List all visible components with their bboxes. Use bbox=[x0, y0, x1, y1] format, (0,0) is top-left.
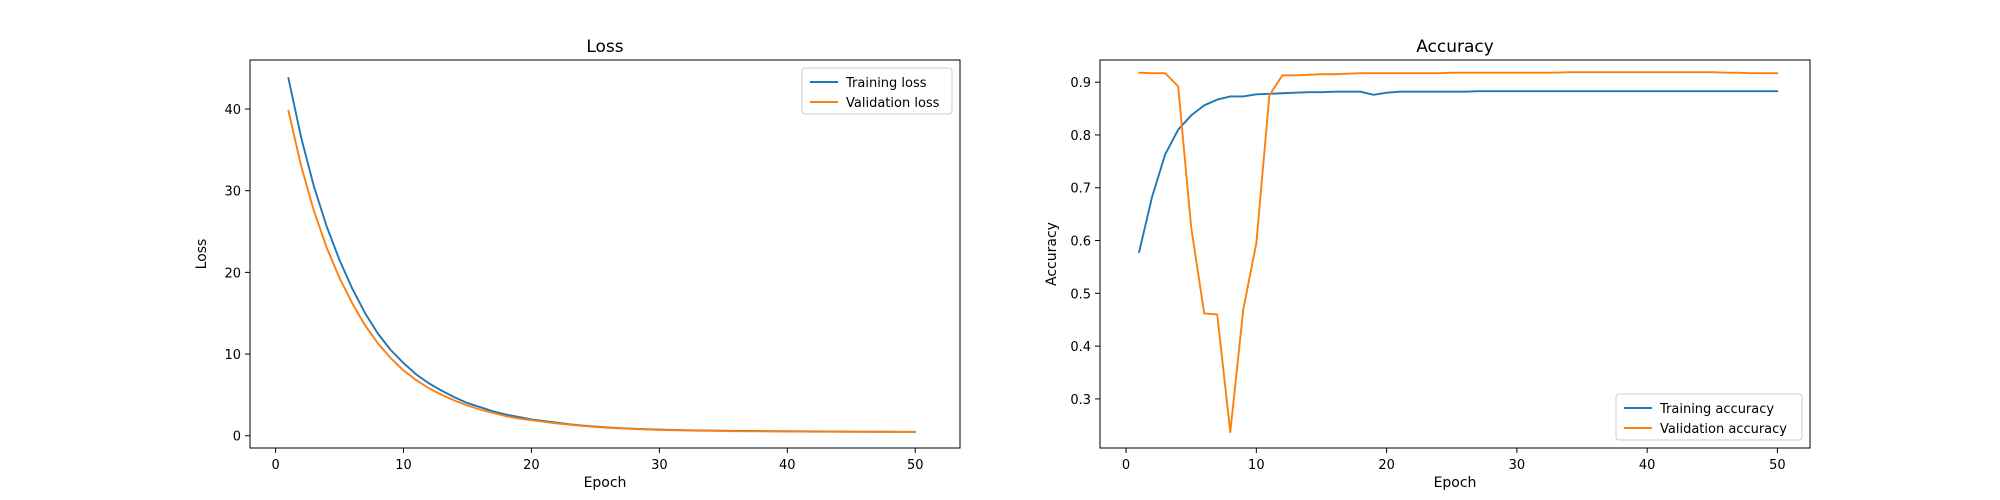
y-tick-label: 0.9 bbox=[1070, 76, 1091, 91]
x-tick-label: 40 bbox=[779, 458, 796, 473]
legend-label: Training loss bbox=[845, 76, 927, 91]
y-tick-label: 0.6 bbox=[1070, 235, 1091, 250]
x-tick-label: 20 bbox=[523, 458, 540, 473]
x-axis-label: Epoch bbox=[584, 475, 627, 491]
x-tick-label: 0 bbox=[271, 458, 279, 473]
series-line-training-accuracy bbox=[1138, 90, 1779, 254]
x-tick-label: 10 bbox=[395, 458, 412, 473]
chart-1: 0 10 20 30 40 50 0 10 20 30 40 Loss Epoch Loss Trainin… bbox=[194, 37, 961, 491]
y-axis-label: Accuracy bbox=[1044, 222, 1060, 286]
chart-title: Accuracy bbox=[1416, 37, 1494, 57]
x-tick-label: 50 bbox=[1769, 458, 1786, 473]
legend: Training accuracy Validation accuracy bbox=[1615, 393, 1803, 441]
chart-2-series bbox=[1138, 71, 1779, 434]
series-line-validation-accuracy bbox=[1138, 71, 1779, 434]
y-tick-label: 0.4 bbox=[1070, 340, 1091, 355]
y-tick-label: 0 bbox=[233, 430, 241, 445]
x-tick-label: 50 bbox=[907, 458, 924, 473]
x-tick-label: 20 bbox=[1378, 458, 1395, 473]
y-tick-label: 20 bbox=[224, 266, 241, 281]
y-tick-label: 0.5 bbox=[1070, 287, 1091, 302]
x-tick-label: 0 bbox=[1122, 458, 1130, 473]
chart-1-series bbox=[287, 77, 917, 433]
series-line-training-loss bbox=[287, 77, 917, 433]
legend-label: Validation accuracy bbox=[1660, 422, 1787, 437]
y-tick-label: 30 bbox=[224, 185, 241, 200]
chart-title: Loss bbox=[586, 37, 623, 57]
y-axis-label: Loss bbox=[194, 239, 210, 270]
y-tick-label: 0.8 bbox=[1070, 129, 1091, 144]
x-tick-label: 40 bbox=[1639, 458, 1656, 473]
plot-area-frame bbox=[249, 59, 961, 449]
x-tick-label: 30 bbox=[1509, 458, 1526, 473]
plot-area-frame bbox=[1099, 59, 1811, 449]
legend-box bbox=[1615, 393, 1803, 441]
legend: Training loss Validation loss bbox=[801, 67, 953, 115]
series-line-validation-loss bbox=[287, 109, 917, 433]
x-axis-label: Epoch bbox=[1434, 475, 1477, 491]
y-tick-label: 40 bbox=[224, 103, 241, 118]
y-tick-label: 0.3 bbox=[1070, 393, 1091, 408]
y-tick-label: 0.7 bbox=[1070, 182, 1091, 197]
y-tick-label: 10 bbox=[224, 348, 241, 363]
x-tick-label: 10 bbox=[1248, 458, 1265, 473]
legend-label: Validation loss bbox=[846, 96, 940, 111]
legend-box bbox=[801, 67, 953, 115]
x-tick-label: 30 bbox=[651, 458, 668, 473]
chart-2: 0 10 20 30 40 50 0.3 0.4 0.5 0.6 0.7 0.8 0.9 Accuracy… bbox=[1044, 37, 1811, 491]
legend-label: Training accuracy bbox=[1659, 402, 1774, 417]
